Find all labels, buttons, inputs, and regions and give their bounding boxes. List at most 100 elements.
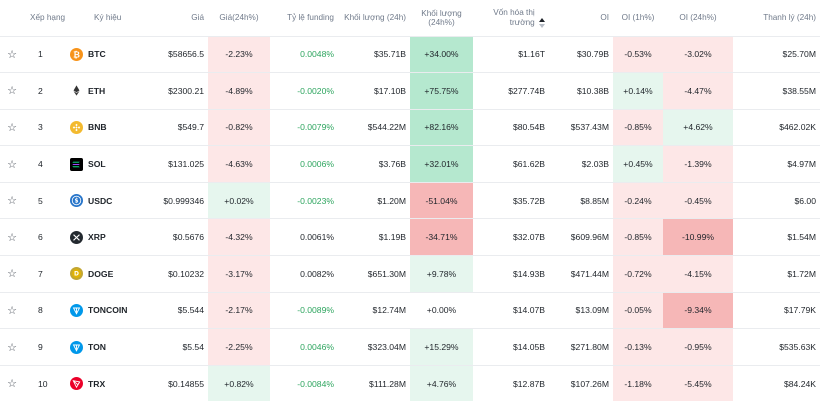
symbol-cell[interactable]: TON [66, 328, 156, 366]
liquidation-cell: $38.55M [733, 72, 820, 110]
rank-cell: 8 [24, 291, 66, 329]
table-row[interactable]: ☆ 10 TRX $0.14855 +0.82% -0.0084% $111.28M +4.7… [0, 364, 820, 401]
market-cap-cell: $14.07B [473, 291, 549, 329]
header-volume-change[interactable]: Khối lượng (24h%) [410, 0, 473, 36]
symbol-label: TRX [88, 378, 106, 389]
market-cap-cell: $277.74B [473, 72, 549, 110]
table-row[interactable]: ☆ 2 ETH $2300.21 -4.89% -0.0020% $17.10B +75.75… [0, 72, 820, 110]
symbol-cell[interactable]: TONCOIN [66, 291, 156, 329]
favorite-star-icon[interactable]: ☆ [0, 291, 24, 329]
favorite-star-icon[interactable]: ☆ [0, 328, 24, 366]
symbol-cell[interactable]: ETH [66, 72, 156, 110]
table-row[interactable]: ☆ 3 BNB $549.7 -0.82% -0.0079% $544.22M +82.16%… [0, 108, 820, 146]
volume-cell: $1.19B [338, 218, 410, 256]
market-cap-cell: $35.72B [473, 181, 549, 219]
oi-24h-cell: -4.15% [663, 255, 733, 293]
oi-cell: $2.03B [549, 145, 613, 183]
header-liquidation[interactable]: Thanh lý (24h) [733, 0, 820, 36]
symbol-cell[interactable]: $ USDC [66, 181, 156, 219]
table-row[interactable]: ☆ 4 SOL $131.025 -4.63% 0.0006% $3.76B +32.01% $… [0, 145, 820, 183]
oi-1h-cell: -0.53% [613, 35, 663, 73]
symbol-cell[interactable]: D DOGE [66, 255, 156, 293]
price-change-cell: -0.82% [208, 108, 270, 146]
table-header-row: Xếp hạng Ký hiệu Giá Giá(24h%) Tỷ lệ fun… [0, 0, 820, 36]
price-cell: $0.999346 [156, 181, 208, 219]
price-change-cell: +0.82% [208, 364, 270, 401]
favorite-star-icon[interactable]: ☆ [0, 35, 24, 73]
favorite-star-icon[interactable]: ☆ [0, 145, 24, 183]
volume-cell: $651.30M [338, 255, 410, 293]
table-row[interactable]: ☆ 8 TONCOIN $5.544 -2.17% -0.0089% $12.74M +0.0… [0, 291, 820, 329]
rank-cell: 10 [24, 364, 66, 401]
table-row[interactable]: ☆ 6 XRP $0.5676 -4.32% 0.0061% $1.19B -34.71% $3… [0, 218, 820, 256]
liquidation-cell: $4.97M [733, 145, 820, 183]
market-cap-cell: $80.54B [473, 108, 549, 146]
price-cell: $0.10232 [156, 255, 208, 293]
header-price-change[interactable]: Giá(24h%) [208, 0, 270, 36]
favorite-star-icon[interactable]: ☆ [0, 364, 24, 401]
oi-cell: $8.85M [549, 181, 613, 219]
volume-cell: $3.76B [338, 145, 410, 183]
sort-icon[interactable] [539, 17, 545, 28]
symbol-label: SOL [88, 159, 106, 170]
market-cap-cell: $32.07B [473, 218, 549, 256]
volume-cell: $17.10B [338, 72, 410, 110]
favorite-star-icon[interactable]: ☆ [0, 218, 24, 256]
symbol-label: BNB [88, 122, 107, 133]
volume-change-cell: +9.78% [410, 255, 473, 293]
volume-cell: $323.04M [338, 328, 410, 366]
header-rank[interactable]: Xếp hạng [24, 0, 66, 36]
oi-24h-cell: -1.39% [663, 145, 733, 183]
header-symbol[interactable]: Ký hiệu [66, 0, 156, 36]
volume-cell: $544.22M [338, 108, 410, 146]
header-volume[interactable]: Khối lượng (24h) [338, 0, 410, 36]
market-cap-cell: $14.93B [473, 255, 549, 293]
table-row[interactable]: ☆ 7 D DOGE $0.10232 -3.17% 0.0082% $651.30M +9.7… [0, 255, 820, 293]
favorite-star-icon[interactable]: ☆ [0, 108, 24, 146]
oi-1h-cell: -0.13% [613, 328, 663, 366]
usdc-icon: $ [70, 194, 83, 208]
oi-24h-cell: -0.45% [663, 181, 733, 219]
price-change-cell: -2.23% [208, 35, 270, 73]
symbol-label: TON [88, 342, 106, 353]
rank-cell: 6 [24, 218, 66, 256]
oi-1h-cell: -0.85% [613, 108, 663, 146]
symbol-label: TONCOIN [88, 305, 128, 316]
symbol-cell[interactable]: ₿ BTC [66, 35, 156, 73]
header-market-cap[interactable]: Vốn hóa thị trường [473, 0, 549, 36]
toncoin-icon [70, 303, 83, 317]
table-row[interactable]: ☆ 5 $ USDC $0.999346 +0.02% -0.0023% $1.20M -51.… [0, 181, 820, 219]
header-market-cap-line1: Vốn hóa thị [493, 7, 535, 17]
table-row[interactable]: ☆ 1 ₿ BTC $58656.5 -2.23% 0.0048% $35.71B +34.00… [0, 35, 820, 73]
oi-1h-cell: -0.24% [613, 181, 663, 219]
rank-cell: 4 [24, 145, 66, 183]
favorite-star-icon[interactable]: ☆ [0, 181, 24, 219]
oi-cell: $471.44M [549, 255, 613, 293]
symbol-cell[interactable]: TRX [66, 364, 156, 401]
price-change-cell: -4.89% [208, 72, 270, 110]
liquidation-cell: $17.79K [733, 291, 820, 329]
volume-change-cell: -34.71% [410, 218, 473, 256]
volume-change-cell: +4.76% [410, 364, 473, 401]
liquidation-cell: $25.70M [733, 35, 820, 73]
header-funding-rate[interactable]: Tỷ lệ funding [270, 0, 338, 36]
symbol-cell[interactable]: SOL [66, 145, 156, 183]
oi-24h-cell: +4.62% [663, 108, 733, 146]
favorite-star-icon[interactable]: ☆ [0, 255, 24, 293]
header-oi[interactable]: OI [549, 0, 613, 36]
market-cap-cell: $1.16T [473, 35, 549, 73]
header-oi-24h[interactable]: OI (24h%) [663, 0, 733, 36]
rank-cell: 3 [24, 108, 66, 146]
symbol-cell[interactable]: XRP [66, 218, 156, 256]
header-oi-1h[interactable]: OI (1h%) [613, 0, 663, 36]
header-price[interactable]: Giá [156, 0, 208, 36]
favorite-star-icon[interactable]: ☆ [0, 72, 24, 110]
funding-rate-cell: 0.0082% [270, 255, 338, 293]
symbol-cell[interactable]: BNB [66, 108, 156, 146]
oi-24h-cell: -3.02% [663, 35, 733, 73]
liquidation-cell: $1.72M [733, 255, 820, 293]
price-change-cell: -3.17% [208, 255, 270, 293]
table-row[interactable]: ☆ 9 TON $5.54 -2.25% 0.0046% $323.04M +15.29% $1… [0, 328, 820, 366]
price-cell: $5.544 [156, 291, 208, 329]
rank-cell: 1 [24, 35, 66, 73]
